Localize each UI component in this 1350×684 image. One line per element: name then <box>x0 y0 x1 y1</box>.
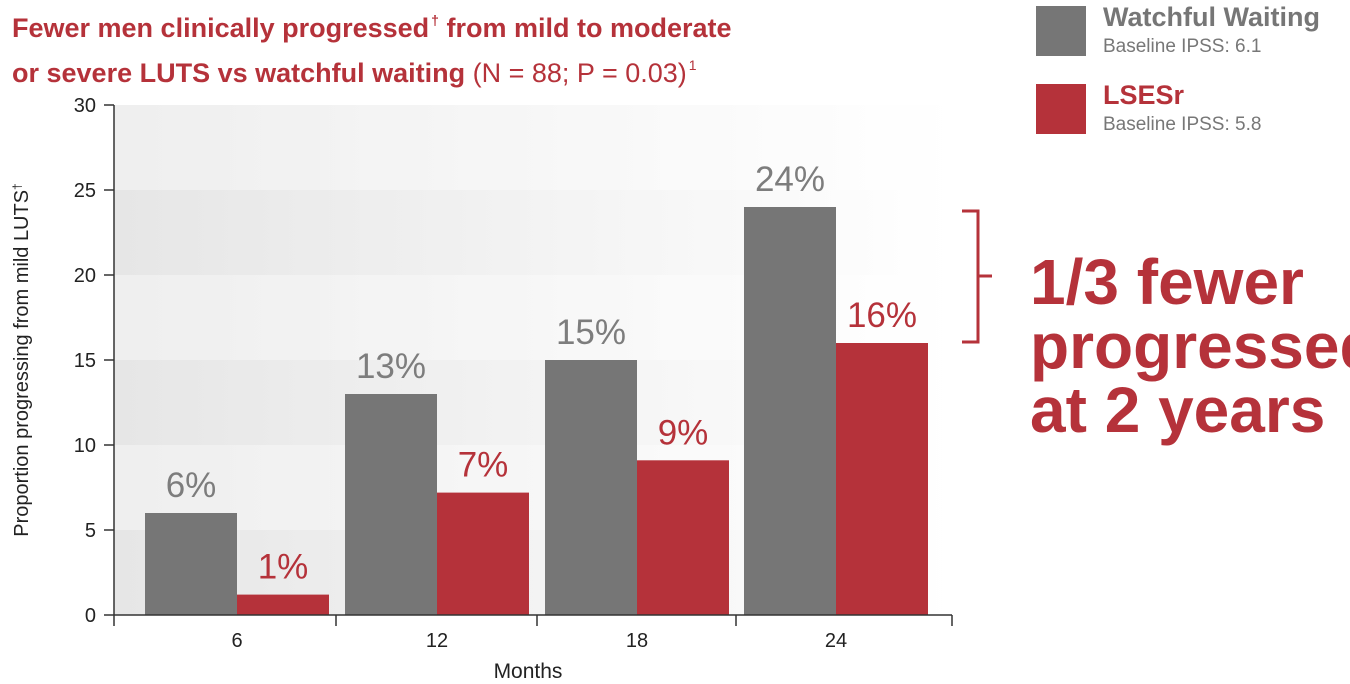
plot-band <box>114 105 952 190</box>
y-tick-label-5: 5 <box>85 520 96 542</box>
bar-lsesr-6 <box>237 594 329 615</box>
callout-bracket <box>962 209 992 344</box>
bar-watchful-waiting-18 <box>545 360 637 615</box>
bracket-line <box>962 209 992 344</box>
y-tick-label-0: 0 <box>85 605 96 627</box>
legend-baseline-watchful-waiting: Baseline IPSS: 6.1 <box>1103 36 1262 57</box>
y-tick-label-10: 10 <box>74 435 96 457</box>
x-tick-label-12: 12 <box>426 630 448 652</box>
legend-item-lsesr: LSESr Baseline IPSS: 5.8 <box>1036 80 1346 135</box>
title-line-1b: from mild to moderate <box>438 13 732 43</box>
data-labels: 6% 13% 15% 24% 1% 7% 9% 16% <box>166 160 917 587</box>
title-reference: 1 <box>688 57 697 73</box>
callout-line-1: 1/3 fewer <box>1030 246 1304 318</box>
data-label-watchful-waiting-18: 15% <box>556 313 626 352</box>
legend: Watchful Waiting Baseline IPSS: 6.1 LSES… <box>1036 2 1346 162</box>
x-tick-label-24: 24 <box>825 630 847 652</box>
y-tick-label-25: 25 <box>74 180 96 202</box>
x-tick-label-18: 18 <box>626 630 648 652</box>
y-axis-label: Proportion progressing from mild LUTS† <box>10 183 33 536</box>
title-stats: (N = 88; P = 0.03) <box>465 58 687 88</box>
bar-watchful-waiting-12 <box>345 394 437 615</box>
bar-watchful-waiting-24 <box>744 207 836 615</box>
data-label-watchful-waiting-6: 6% <box>166 466 217 505</box>
y-tick-label-15: 15 <box>74 350 96 372</box>
axes: 0 5 10 15 20 25 30 6 12 18 24 <box>74 95 953 652</box>
title-dagger: † <box>431 12 439 28</box>
data-label-lsesr-6: 1% <box>258 548 309 587</box>
y-tick-label-30: 30 <box>74 95 96 117</box>
x-axis-label: Months <box>494 660 563 683</box>
data-label-lsesr-12: 7% <box>458 446 509 485</box>
bar-lsesr-18 <box>637 460 729 615</box>
x-tick-label-6: 6 <box>231 630 242 652</box>
title-line-2: or severe LUTS vs watchful waiting <box>12 58 466 88</box>
legend-swatch-watchful-waiting <box>1036 6 1086 56</box>
bar-lsesr-24 <box>836 343 928 615</box>
callout-line-2: progressed <box>1030 310 1350 382</box>
callout-line-3: at 2 years <box>1030 374 1326 446</box>
bar-watchful-waiting-6 <box>145 513 237 615</box>
legend-swatch-lsesr <box>1036 84 1086 134</box>
data-label-watchful-waiting-24: 24% <box>755 160 825 199</box>
bars <box>145 207 928 615</box>
callout-text: 1/3 fewer progressed at 2 years <box>1030 250 1350 442</box>
legend-label-lsesr: LSESr <box>1103 80 1185 110</box>
data-label-lsesr-24: 16% <box>847 296 917 335</box>
chart-title: Fewer men clinically progressed † from mi… <box>12 2 912 92</box>
y-tick-label-20: 20 <box>74 265 96 287</box>
bar-lsesr-12 <box>437 492 529 615</box>
data-label-lsesr-18: 9% <box>658 413 709 452</box>
legend-baseline-lsesr: Baseline IPSS: 5.8 <box>1103 114 1262 135</box>
title-line-1: Fewer men clinically progressed <box>12 13 430 43</box>
legend-item-watchful-waiting: Watchful Waiting Baseline IPSS: 6.1 <box>1036 2 1346 57</box>
legend-label-watchful-waiting: Watchful Waiting <box>1103 2 1320 32</box>
data-label-watchful-waiting-12: 13% <box>356 347 426 386</box>
